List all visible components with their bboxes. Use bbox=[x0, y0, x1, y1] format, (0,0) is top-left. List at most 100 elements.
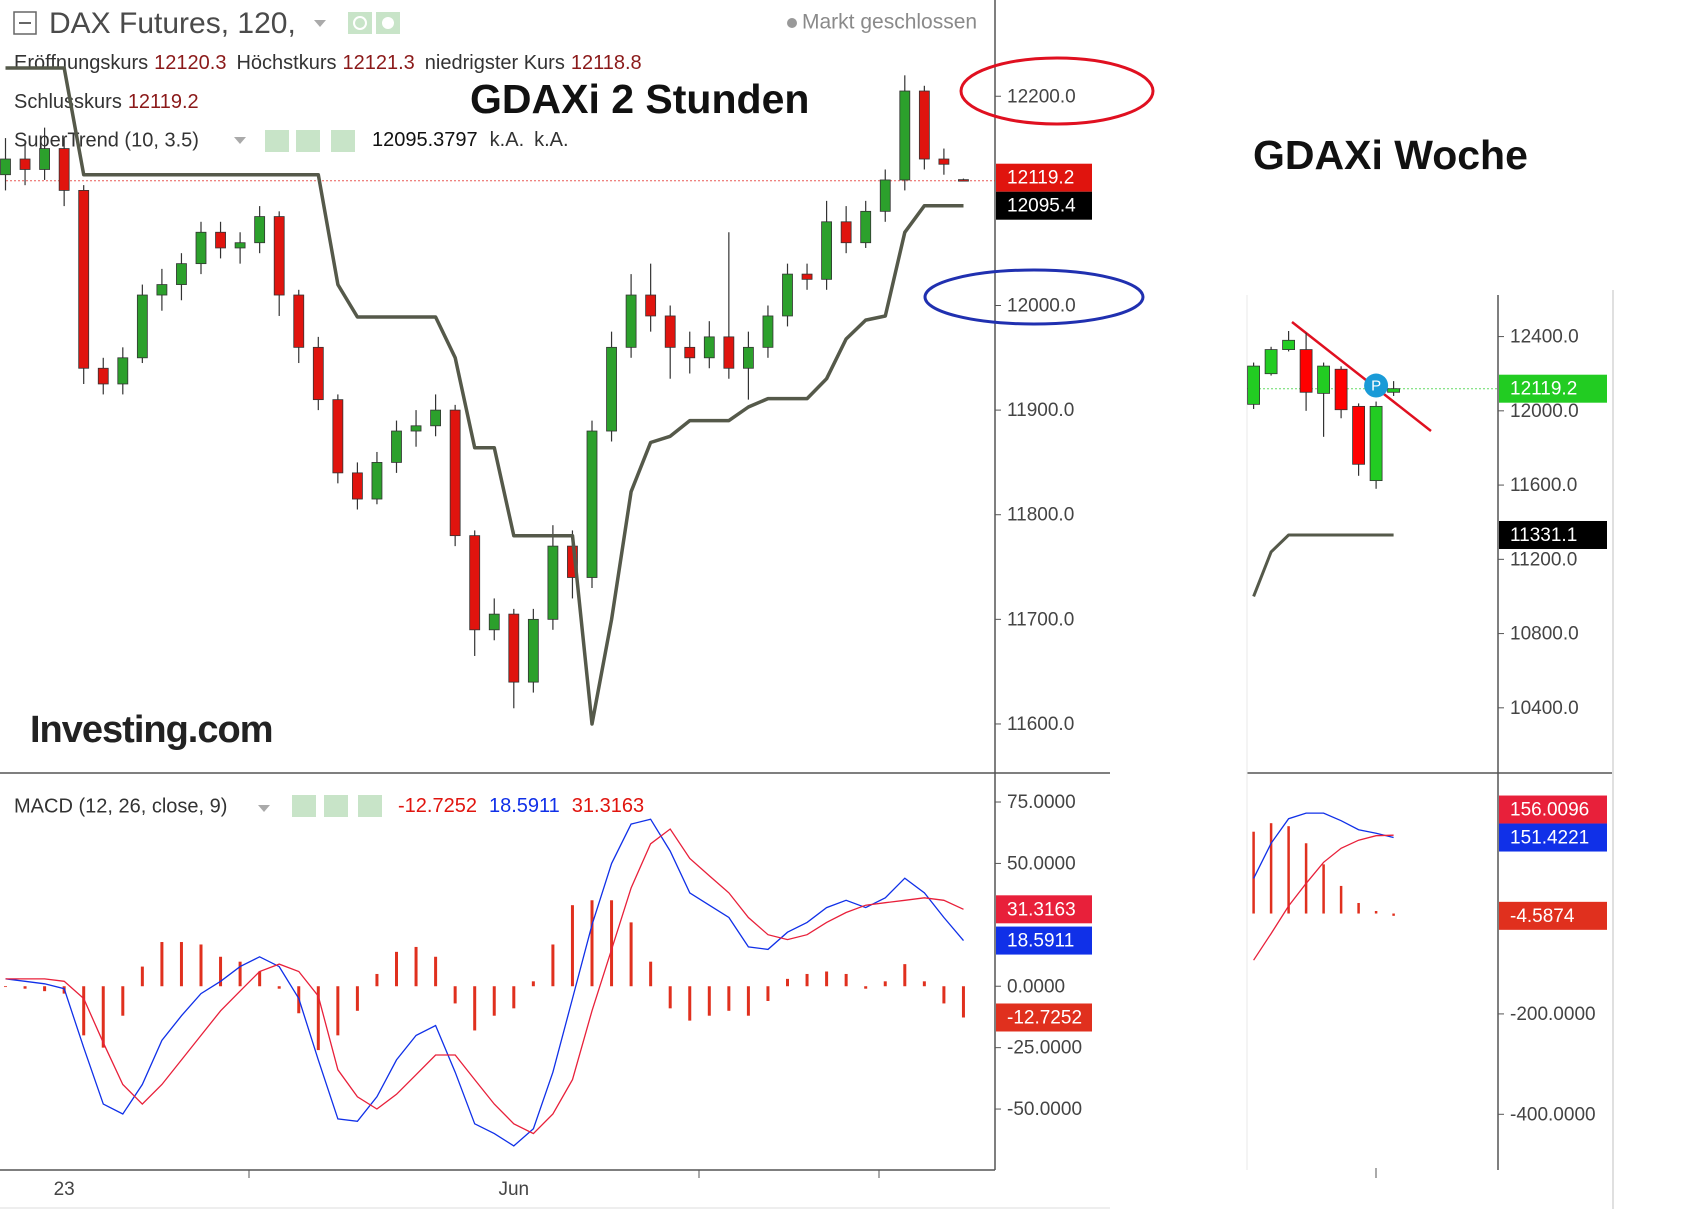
chart-title: GDAXi Woche bbox=[1253, 132, 1528, 178]
candle-body bbox=[469, 535, 481, 631]
histogram-bar bbox=[922, 981, 926, 987]
y-tick-label: 12000.0 bbox=[1007, 296, 1076, 317]
candle-body bbox=[840, 221, 852, 244]
price-tag: 18.5911 bbox=[1007, 931, 1074, 952]
y-tick-label: -400.0000 bbox=[1510, 1104, 1596, 1125]
candle-body bbox=[723, 336, 735, 369]
dropdown-caret[interactable] bbox=[314, 20, 326, 27]
histogram-bar bbox=[805, 973, 809, 987]
histogram-bar bbox=[668, 986, 672, 1009]
histogram-bar bbox=[590, 900, 594, 987]
histogram-bar bbox=[531, 981, 535, 987]
x-tick-label: 23 bbox=[54, 1179, 75, 1200]
candle-body bbox=[782, 273, 793, 317]
candle-body bbox=[527, 618, 539, 683]
histogram-bar bbox=[121, 986, 125, 1016]
candle-body bbox=[488, 613, 500, 631]
settings-icon[interactable] bbox=[324, 795, 348, 817]
histogram-bar bbox=[1392, 913, 1395, 916]
candle-body bbox=[508, 613, 520, 683]
histogram-bar bbox=[492, 986, 496, 1016]
y-tick-label: 12400.0 bbox=[1510, 327, 1579, 348]
candle-body bbox=[1299, 349, 1313, 393]
gear-glyph bbox=[382, 17, 394, 29]
candle-body bbox=[371, 462, 383, 500]
candle-body bbox=[332, 399, 344, 474]
market-status: Markt geschlossen bbox=[802, 11, 977, 34]
visibility-icon[interactable] bbox=[348, 12, 372, 34]
indicator-line bbox=[1253, 812, 1394, 879]
candle-body bbox=[1282, 339, 1295, 350]
histogram-bar bbox=[1252, 831, 1255, 914]
settings-icon[interactable] bbox=[296, 130, 320, 152]
na-value: k.A. bbox=[534, 129, 568, 151]
histogram-bar bbox=[746, 986, 750, 1016]
y-tick-label: -50.0000 bbox=[1007, 1099, 1082, 1120]
chart-title: MACD (12, 26, close, 9) bbox=[14, 795, 227, 817]
eye-glyph bbox=[353, 16, 367, 30]
signal-value: 31.3163 bbox=[572, 795, 644, 817]
histogram-bar bbox=[610, 900, 614, 987]
candle-body bbox=[958, 179, 969, 182]
y-tick-label: -25.0000 bbox=[1007, 1038, 1082, 1059]
price-tag-bg bbox=[1499, 374, 1607, 403]
histogram-bar bbox=[473, 986, 477, 1031]
candle-body bbox=[234, 242, 246, 249]
histogram-bar bbox=[570, 905, 574, 987]
visibility-icon[interactable] bbox=[292, 795, 316, 817]
histogram-bar bbox=[160, 942, 164, 987]
histogram-bar bbox=[453, 986, 457, 1004]
chart-title: GDAXi 2 Stunden bbox=[470, 76, 809, 122]
price-tag: -4.5874 bbox=[1510, 906, 1575, 927]
histogram-value: -12.7252 bbox=[398, 795, 477, 817]
histogram-bar bbox=[375, 973, 379, 987]
price-tag: 11331.1 bbox=[1510, 525, 1577, 546]
candle-body bbox=[19, 158, 31, 170]
histogram-bar bbox=[238, 961, 242, 987]
y-tick-label: 11900.0 bbox=[1007, 400, 1074, 421]
remove-icon[interactable] bbox=[358, 795, 382, 817]
histogram-bar bbox=[1269, 823, 1273, 914]
candle-body bbox=[410, 425, 422, 432]
indicator-line bbox=[1252, 533, 1394, 597]
collapse-button[interactable] bbox=[13, 11, 37, 35]
dropdown-caret[interactable] bbox=[258, 805, 270, 812]
histogram-bar bbox=[825, 971, 829, 987]
candle-body bbox=[273, 216, 285, 296]
histogram-bar bbox=[199, 944, 203, 987]
indicator-line bbox=[1253, 834, 1394, 961]
visibility-icon[interactable] bbox=[265, 130, 289, 152]
histogram-bar bbox=[414, 946, 418, 987]
histogram-bar bbox=[1304, 843, 1308, 914]
close-row: Schlusskurs 12119.2 bbox=[14, 91, 199, 113]
highlight-ellipse bbox=[959, 56, 1155, 126]
histogram-bar bbox=[434, 956, 438, 987]
y-tick-label: 12000.0 bbox=[1510, 401, 1579, 422]
histogram-bar bbox=[101, 986, 105, 1048]
histogram-bar bbox=[1339, 885, 1343, 914]
candle-body bbox=[1352, 405, 1365, 465]
candle-body bbox=[684, 346, 696, 359]
histogram-bar bbox=[688, 986, 692, 1021]
macd-value: 18.5911 bbox=[489, 795, 560, 817]
histogram-bar bbox=[140, 966, 144, 987]
candle-body bbox=[449, 409, 461, 537]
supertrend-value: 12095.3797 bbox=[372, 129, 478, 151]
highlight-ellipse bbox=[923, 268, 1145, 326]
candle-body bbox=[547, 545, 559, 620]
candle-body bbox=[136, 294, 148, 359]
candle-body bbox=[293, 294, 305, 348]
candle-body bbox=[1369, 405, 1383, 482]
candle-body bbox=[97, 367, 109, 385]
candle-body bbox=[801, 273, 813, 280]
y-tick-label: 11700.0 bbox=[1007, 609, 1074, 630]
y-tick-label: 11600.0 bbox=[1007, 714, 1074, 735]
instrument-title: DAX Futures, 120, bbox=[49, 7, 296, 40]
histogram-bar bbox=[277, 986, 281, 989]
remove-icon[interactable] bbox=[331, 130, 355, 152]
dropdown-caret[interactable] bbox=[234, 137, 246, 144]
histogram-bar bbox=[844, 973, 848, 987]
histogram-bar bbox=[903, 964, 907, 987]
y-tick-label: 11800.0 bbox=[1007, 505, 1074, 526]
